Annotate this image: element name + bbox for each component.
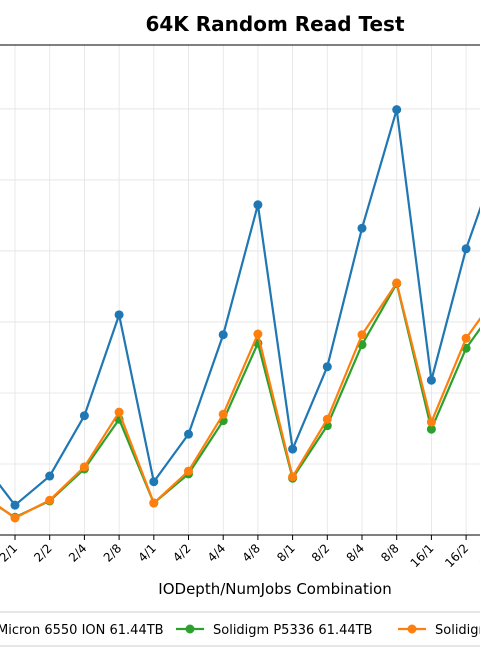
x-tick-label: 2/2	[31, 541, 55, 565]
data-point	[426, 417, 436, 427]
legend-marker	[185, 624, 195, 634]
data-point	[149, 477, 159, 487]
x-tick-label: 8/8	[378, 541, 402, 565]
legend-label: Solidigm P5336 61.44TB	[213, 623, 372, 638]
series-line	[0, 280, 480, 519]
data-point	[426, 424, 436, 434]
data-point	[114, 310, 124, 320]
legend-label: Solidigm P5336 122.88TB	[435, 623, 480, 638]
legend-item: Micron 6550 ION 61.44TB	[0, 623, 164, 638]
data-point	[79, 411, 89, 421]
x-tick-label: 8/4	[344, 541, 368, 565]
data-point	[322, 414, 332, 424]
x-tick-label: 2/1	[0, 541, 20, 565]
data-point	[288, 472, 298, 482]
x-tick-label: 2/8	[101, 541, 125, 565]
x-tick-label: 16/1	[408, 541, 437, 570]
legend-item: Solidigm P5336 122.88TB	[398, 623, 480, 638]
data-point	[45, 471, 55, 481]
data-point	[461, 244, 471, 254]
data-point	[79, 462, 89, 472]
x-axis-label: IODepth/NumJobs Combination	[158, 580, 391, 598]
legend-marker	[407, 624, 417, 634]
x-tick-label: 2/4	[66, 541, 90, 565]
data-point	[149, 498, 159, 508]
data-point	[357, 330, 367, 340]
data-point	[218, 409, 228, 419]
x-tick-label: 8/1	[274, 541, 298, 565]
legend-label: Micron 6550 ION 61.44TB	[0, 623, 164, 638]
data-point	[392, 105, 402, 115]
legend-box	[0, 611, 480, 647]
data-point	[426, 375, 436, 385]
data-point	[357, 223, 367, 233]
data-point	[10, 513, 20, 523]
x-tick-label: 16/2	[442, 541, 471, 570]
data-point	[253, 200, 263, 210]
legend-item: Solidigm P5336 61.44TB	[176, 623, 372, 638]
data-point	[288, 444, 298, 454]
data-point	[114, 407, 124, 417]
series-line	[0, 109, 480, 507]
x-tick-label: 4/8	[239, 541, 263, 565]
data-point	[322, 362, 332, 372]
data-point	[184, 466, 193, 476]
data-point	[392, 278, 402, 288]
x-tick-label: 4/4	[205, 541, 229, 565]
x-tick-label: 4/1	[135, 541, 159, 565]
data-point	[45, 495, 55, 505]
series-line	[0, 280, 480, 520]
data-point	[218, 330, 228, 340]
data-point	[184, 429, 193, 439]
chart-title: 64K Random Read Test	[145, 12, 404, 36]
x-tick-label: 8/2	[309, 541, 333, 565]
data-point	[10, 500, 20, 510]
data-point	[461, 333, 471, 343]
data-point	[253, 329, 263, 339]
x-tick-label: 4/2	[170, 541, 194, 565]
